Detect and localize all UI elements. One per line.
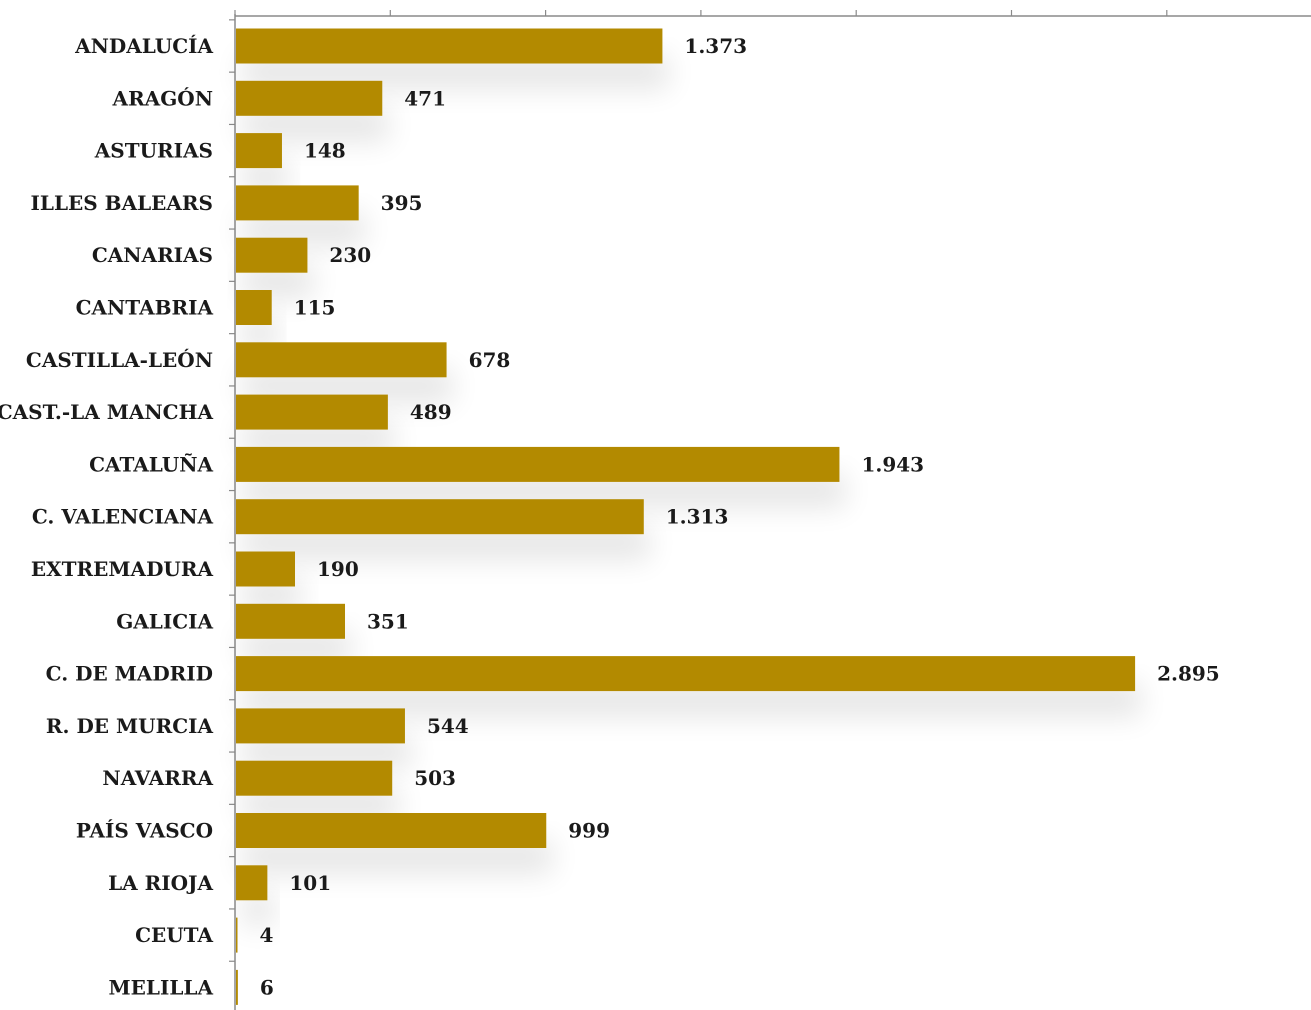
bar — [236, 28, 663, 64]
data-label: 101 — [289, 871, 331, 895]
bar — [236, 290, 272, 325]
category-label: MELILLA — [109, 975, 214, 999]
bar — [236, 656, 1136, 692]
category-label: ANDALUCÍA — [74, 34, 213, 58]
data-label: 115 — [294, 296, 336, 320]
bars-layer — [236, 28, 1136, 1005]
data-label: 1.943 — [861, 452, 924, 476]
data-label: 503 — [414, 766, 456, 790]
bar — [236, 708, 405, 744]
category-label: PAÍS VASCO — [76, 819, 213, 843]
axis-layer — [229, 10, 1311, 1010]
category-label: C. VALENCIANA — [32, 505, 214, 529]
category-label: EXTREMADURA — [31, 557, 214, 581]
data-label: 544 — [427, 714, 469, 738]
data-label: 999 — [568, 819, 610, 843]
bar — [236, 865, 268, 901]
data-label: 148 — [304, 139, 346, 163]
data-label: 230 — [329, 243, 371, 267]
category-label: R. DE MURCIA — [46, 714, 214, 738]
category-label: CANARIAS — [92, 243, 213, 267]
bar — [236, 603, 346, 639]
category-label: LA RIOJA — [108, 871, 213, 895]
data-label: 395 — [381, 191, 423, 215]
bar — [236, 551, 296, 587]
category-label: GALICIA — [116, 609, 213, 633]
data-label: 1.373 — [684, 34, 747, 58]
category-label: CEUTA — [135, 923, 213, 947]
bar — [236, 80, 383, 116]
data-label: 6 — [260, 975, 274, 999]
data-label: 190 — [317, 557, 359, 581]
bar — [236, 237, 308, 273]
bar — [236, 446, 840, 482]
labels-layer: ANDALUCÍA 1.373 ARAGÓN 471 ASTURIAS 148 ILLES … — [0, 34, 1220, 999]
data-label: 678 — [469, 348, 511, 372]
data-label: 489 — [410, 400, 452, 424]
bar — [236, 342, 447, 378]
data-label: 1.313 — [666, 505, 729, 529]
category-label: CATALUÑA — [89, 452, 213, 476]
bar — [236, 760, 393, 796]
bar — [236, 394, 388, 430]
category-label: C. DE MADRID — [46, 662, 213, 686]
bar — [236, 133, 282, 169]
category-label: ASTURIAS — [94, 139, 213, 163]
data-label: 471 — [404, 86, 446, 110]
category-label: CASTILLA-LEÓN — [26, 347, 213, 372]
bar — [236, 813, 547, 848]
data-label: 4 — [260, 923, 274, 947]
bar — [236, 499, 644, 535]
category-label: ILLES BALEARS — [31, 191, 213, 215]
category-label: NAVARRA — [102, 766, 213, 790]
category-label: ARAGÓN — [112, 85, 213, 110]
bar — [236, 969, 238, 1005]
category-label: CANTABRIA — [76, 296, 214, 320]
bar — [236, 917, 238, 953]
data-label: 351 — [367, 609, 409, 633]
category-label: CAST.-LA MANCHA — [0, 400, 213, 424]
bar — [236, 185, 359, 221]
data-label: 2.895 — [1157, 662, 1220, 686]
